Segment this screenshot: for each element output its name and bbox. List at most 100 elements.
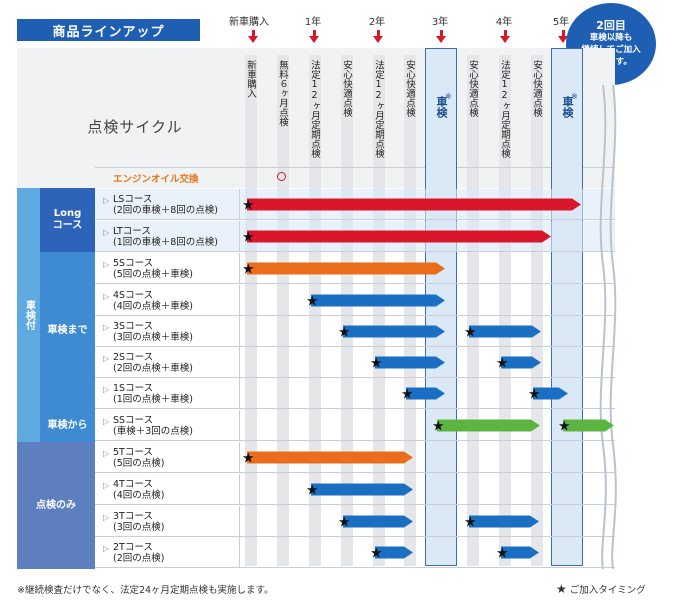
column-stripe: [309, 55, 321, 566]
course-label: ▷ 2Sコース (2回の点検＋車検): [95, 347, 240, 378]
course-bar: [247, 230, 551, 243]
star-icon: ★: [401, 387, 414, 403]
oil-row: [95, 167, 615, 187]
lineup-title: 商品ラインアップ: [17, 19, 200, 41]
star-icon: ★: [338, 515, 351, 531]
course-label: ▷ 4Sコース (4回の点検＋車検): [95, 285, 240, 316]
cycle-column-label: 新車購入: [245, 60, 256, 98]
course-label: ▷ 5Tコース (5回の点検): [95, 442, 240, 473]
row-arrow-icon: ▷: [103, 260, 110, 269]
course-bar: [247, 198, 581, 211]
course-row: [95, 474, 615, 505]
row-arrow-icon: ▷: [103, 544, 110, 553]
timeline-arrow-icon: [558, 30, 568, 43]
course-row: [95, 285, 615, 316]
column-stripe: [341, 55, 353, 566]
star-icon: ★: [370, 546, 383, 562]
course-name: 4Sコース: [113, 289, 154, 301]
star-icon: ★: [242, 451, 255, 467]
column-stripe: [467, 55, 479, 566]
course-bar: [437, 419, 540, 432]
course-name: 4Tコース: [113, 478, 153, 490]
bubble-line: 車検以降も: [589, 33, 633, 43]
inspection-column-3y: [425, 48, 457, 566]
group-long: Long コース: [40, 188, 95, 252]
star-icon: ★: [306, 483, 319, 499]
course-row: [95, 506, 615, 537]
bubble-line: 2回目: [596, 19, 626, 32]
row-arrow-icon: ▷: [103, 449, 110, 458]
course-label: ▷ 5Sコース (5回の点検＋車検): [95, 253, 240, 284]
row-arrow-icon: ▷: [103, 513, 110, 522]
cycle-column-label: 安心快適点検: [467, 60, 478, 117]
legend: ★ ご加入タイミング: [556, 582, 646, 596]
course-name: SSコース: [113, 414, 154, 426]
course-detail: (4回の点検＋車検): [113, 300, 193, 312]
course-detail: (車検＋3回の点検): [113, 425, 193, 437]
course-name: 3Sコース: [113, 320, 154, 332]
timeline-arrow-icon: [248, 30, 258, 43]
row-arrow-icon: ▷: [103, 292, 110, 301]
column-stripe: [373, 55, 385, 566]
timeline-label-new: 新車購入: [229, 17, 269, 28]
row-arrow-icon: ▷: [103, 354, 110, 363]
cycle-column-label: 車検: [435, 96, 448, 118]
course-bar: [247, 262, 445, 275]
course-bar: [311, 294, 445, 307]
course-name: 5Sコース: [113, 257, 154, 269]
star-icon: ★: [558, 419, 571, 435]
course-name: 3Tコース: [113, 510, 153, 522]
cycle-column-label: 安心快適点検: [341, 60, 352, 117]
star-icon: ★: [496, 546, 509, 562]
footnote: ※継続検査だけでなく、法定24ヶ月定期点検も実施します。: [17, 585, 274, 596]
star-icon: ★: [432, 419, 445, 435]
course-name: LTコース: [113, 225, 151, 237]
inspection-column-5y: [551, 48, 583, 566]
timeline-arrow-icon: [373, 30, 383, 43]
cycle-column-label: 安心快適点検: [404, 60, 415, 117]
row-arrow-icon: ▷: [103, 385, 110, 394]
group-from-inspection: 車検から: [40, 410, 95, 442]
course-label: ▷ 3Tコース (3回の点検): [95, 506, 240, 537]
course-label: ▷ 1Sコース (1回の点検＋車検): [95, 378, 240, 409]
course-bar: [533, 387, 568, 400]
cycle-column-label: 法定12ヶ月定期点検: [373, 60, 384, 158]
course-bar: [247, 451, 413, 464]
column-stripe: [245, 55, 257, 566]
group-only-inspection: 点検のみ: [17, 442, 95, 569]
course-row: [95, 410, 615, 441]
timeline-label-4y: 4年: [495, 17, 513, 28]
row-arrow-icon: ▷: [103, 228, 110, 237]
course-detail: (1回の車検＋8回の点検): [113, 236, 219, 248]
course-label: ▷ 4Tコース (4回の点検): [95, 474, 240, 505]
course-detail: (2回の車検＋8回の点検): [113, 204, 219, 216]
course-name: 1Sコース: [113, 382, 154, 394]
course-row: [95, 442, 615, 473]
timeline-label-1y: 1年: [304, 17, 322, 28]
course-name: 2Tコース: [113, 541, 153, 553]
course-bar: [501, 356, 541, 369]
course-label: ▷ LSコース (2回の車検＋8回の点検): [95, 189, 240, 220]
course-detail: (2回の点検＋車検): [113, 362, 193, 374]
row-arrow-icon: ▷: [103, 417, 110, 426]
course-detail: (2回の点検): [113, 552, 165, 564]
row-arrow-icon: ▷: [103, 196, 110, 205]
course-bar: [406, 387, 445, 400]
row-arrow-icon: ▷: [103, 323, 110, 332]
oil-change-mark: [277, 172, 286, 181]
course-row: [95, 253, 615, 284]
course-bar: [311, 483, 413, 496]
column-stripe: [277, 55, 289, 566]
cycle-column-label: 法定12ヶ月定期点検: [499, 60, 510, 158]
column-stripe: [404, 55, 416, 566]
cycle-column-label: 安心快適点検: [531, 60, 542, 117]
cycle-title: 点検サイクル: [87, 118, 183, 136]
course-label: ▷ LTコース (1回の車検＋8回の点検): [95, 221, 240, 252]
course-label: ▷ 2Tコース (2回の点検): [95, 537, 240, 568]
course-detail: (1回の点検＋車検): [113, 393, 193, 405]
course-label: ▷ SSコース (車検＋3回の点検): [95, 410, 240, 441]
course-bar: [501, 546, 539, 559]
course-detail: (3回の点検＋車検): [113, 331, 193, 343]
course-name: LSコース: [113, 193, 153, 205]
